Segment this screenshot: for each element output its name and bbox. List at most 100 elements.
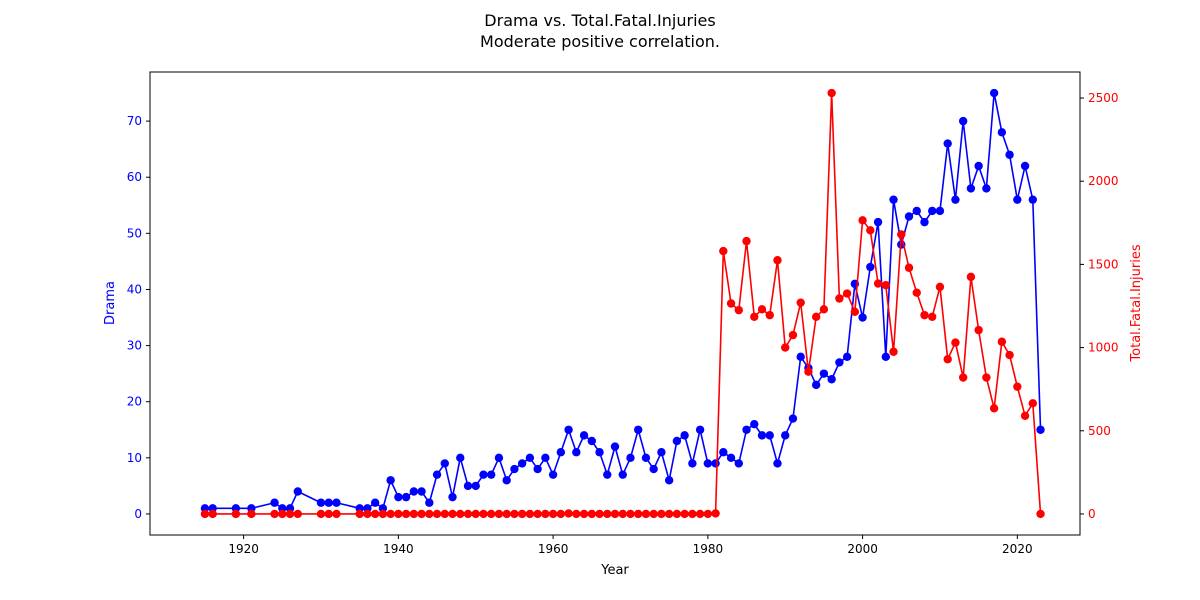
point-left-1944 bbox=[425, 498, 434, 507]
point-left-1963 bbox=[572, 448, 581, 457]
point-left-1967 bbox=[603, 470, 612, 479]
point-right-1975 bbox=[664, 509, 674, 519]
point-right-1986 bbox=[750, 312, 759, 322]
point-left-2003 bbox=[881, 352, 890, 362]
point-right-1948 bbox=[456, 509, 465, 519]
y-right-tick-label-0: 0 bbox=[1088, 507, 1096, 521]
point-right-2006 bbox=[904, 263, 914, 272]
point-right-1981 bbox=[711, 509, 720, 518]
point-left-1996 bbox=[827, 375, 836, 384]
point-left-1973 bbox=[649, 464, 658, 474]
point-right-2002 bbox=[873, 279, 883, 288]
point-left-1958 bbox=[533, 464, 542, 474]
point-right-1947 bbox=[448, 509, 457, 519]
point-right-1937 bbox=[370, 509, 380, 519]
point-right-1994 bbox=[811, 312, 821, 322]
point-left-1969 bbox=[618, 470, 627, 479]
point-left-1956 bbox=[517, 459, 527, 468]
point-right-1987 bbox=[757, 305, 767, 314]
point-left-1991 bbox=[788, 414, 798, 423]
point-left-1974 bbox=[657, 448, 666, 457]
point-left-1985 bbox=[742, 425, 751, 434]
y-left-tick-label-70: 70 bbox=[127, 114, 142, 128]
point-right-2007 bbox=[912, 288, 921, 297]
point-right-1932 bbox=[332, 509, 341, 519]
point-right-2009 bbox=[928, 312, 937, 322]
point-right-1996 bbox=[827, 88, 836, 98]
point-left-2021 bbox=[1020, 161, 1030, 171]
point-right-1946 bbox=[440, 509, 449, 519]
y-axis-right-label: Total.Fatal.Injuries bbox=[1129, 244, 1144, 362]
point-right-2015 bbox=[974, 325, 983, 335]
y-axis-right: 0 500 1000 1500 2000 2500 bbox=[1080, 91, 1119, 521]
point-left-1948 bbox=[456, 453, 465, 463]
point-right-2018 bbox=[997, 337, 1007, 346]
x-tick-label-1940: 1940 bbox=[383, 542, 414, 556]
point-right-2010 bbox=[935, 282, 945, 292]
point-right-1970 bbox=[626, 509, 635, 519]
x-tick-label-2000: 2000 bbox=[847, 542, 878, 556]
point-right-1990 bbox=[781, 343, 790, 352]
point-left-1943 bbox=[417, 487, 426, 496]
y-left-tick-label-10: 10 bbox=[127, 451, 142, 465]
point-right-1943 bbox=[417, 509, 426, 519]
point-left-2020 bbox=[1013, 195, 1022, 204]
point-left-1989 bbox=[773, 459, 782, 468]
y-left-tick-label-40: 40 bbox=[127, 282, 142, 296]
point-right-2001 bbox=[866, 226, 875, 235]
point-right-2011 bbox=[943, 355, 952, 364]
point-right-1992 bbox=[796, 298, 805, 307]
point-right-1991 bbox=[788, 330, 798, 340]
point-left-1931 bbox=[324, 498, 333, 507]
point-right-1988 bbox=[765, 310, 774, 320]
point-left-1954 bbox=[502, 476, 511, 485]
point-left-1997 bbox=[835, 358, 844, 367]
point-right-1919 bbox=[231, 509, 241, 519]
x-axis: 1920 1940 1960 1980 2000 2020 bbox=[228, 535, 1033, 556]
point-left-2006 bbox=[904, 212, 914, 221]
point-right-2020 bbox=[1013, 382, 1022, 391]
point-left-2002 bbox=[873, 217, 883, 227]
point-right-1964 bbox=[579, 509, 589, 519]
point-left-1975 bbox=[664, 476, 674, 485]
point-right-2014 bbox=[966, 272, 976, 282]
point-left-1990 bbox=[781, 431, 790, 440]
point-right-1939 bbox=[386, 509, 395, 519]
point-right-1977 bbox=[680, 509, 689, 519]
point-left-1924 bbox=[270, 498, 279, 507]
point-right-2008 bbox=[920, 310, 929, 320]
point-left-1995 bbox=[819, 369, 829, 378]
point-left-1946 bbox=[440, 459, 449, 468]
plot-frame bbox=[149, 71, 1081, 536]
point-right-1931 bbox=[324, 509, 333, 519]
point-left-1962 bbox=[564, 425, 573, 434]
point-right-1951 bbox=[479, 509, 488, 519]
y-right-tick-label-1500: 1500 bbox=[1088, 257, 1119, 271]
point-right-1980 bbox=[703, 509, 713, 519]
point-right-1983 bbox=[726, 299, 736, 308]
y-left-tick-label-50: 50 bbox=[127, 226, 142, 240]
point-right-1957 bbox=[525, 509, 535, 519]
point-left-2013 bbox=[958, 116, 968, 126]
chart-title: Drama vs. Total.Fatal.Injuries bbox=[484, 11, 715, 30]
point-left-1940 bbox=[394, 492, 403, 502]
y-left-tick-label-30: 30 bbox=[127, 339, 142, 353]
point-right-1997 bbox=[835, 294, 844, 303]
y-left-tick-label-60: 60 bbox=[127, 170, 142, 184]
point-right-1973 bbox=[649, 509, 658, 519]
point-left-2011 bbox=[943, 139, 952, 148]
point-right-1974 bbox=[657, 509, 666, 519]
y-left-tick-label-20: 20 bbox=[127, 395, 142, 409]
point-left-1930 bbox=[316, 498, 326, 507]
point-left-1966 bbox=[595, 448, 604, 457]
chart-subtitle: Moderate positive correlation. bbox=[480, 32, 720, 51]
point-right-2023 bbox=[1036, 509, 1045, 519]
point-left-2004 bbox=[889, 195, 898, 204]
point-left-2008 bbox=[920, 217, 929, 227]
point-right-2016 bbox=[982, 373, 991, 382]
point-left-1964 bbox=[579, 431, 589, 440]
point-left-1976 bbox=[672, 436, 682, 446]
point-left-2018 bbox=[997, 128, 1007, 137]
point-left-2015 bbox=[974, 161, 983, 171]
y-right-tick-label-2500: 2500 bbox=[1088, 91, 1119, 105]
